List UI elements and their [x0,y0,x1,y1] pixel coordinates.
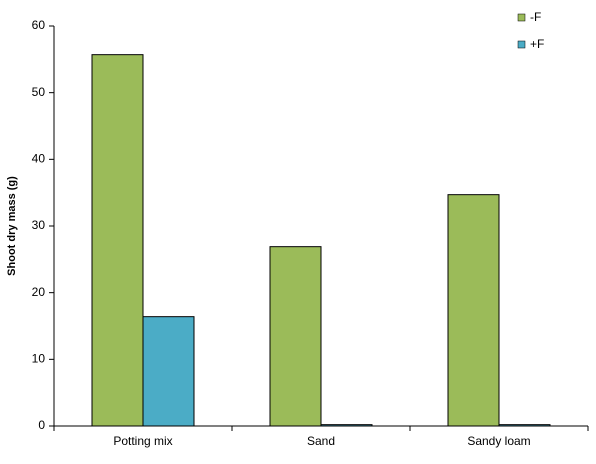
x-tick-label: Sandy loam [467,434,530,448]
legend-swatch [517,13,526,22]
y-tick-label: 20 [32,285,46,299]
legend-swatch [517,40,526,49]
x-tick-label: Sand [307,434,335,448]
bar [142,316,195,427]
y-tick-label: 40 [32,152,46,166]
bar [91,54,144,427]
bar [269,246,322,427]
y-tick-label: 30 [32,218,46,232]
y-axis-label: Shoot dry mass (g) [6,176,18,276]
legend-label: -F [530,10,541,24]
bar [447,194,500,427]
y-tick-label: 50 [32,85,46,99]
y-tick-label: 10 [32,352,46,366]
x-tick-label: Potting mix [113,434,172,448]
legend-label: +F [530,37,544,51]
y-tick-label: 60 [32,18,46,32]
y-tick-label: 0 [38,418,45,432]
